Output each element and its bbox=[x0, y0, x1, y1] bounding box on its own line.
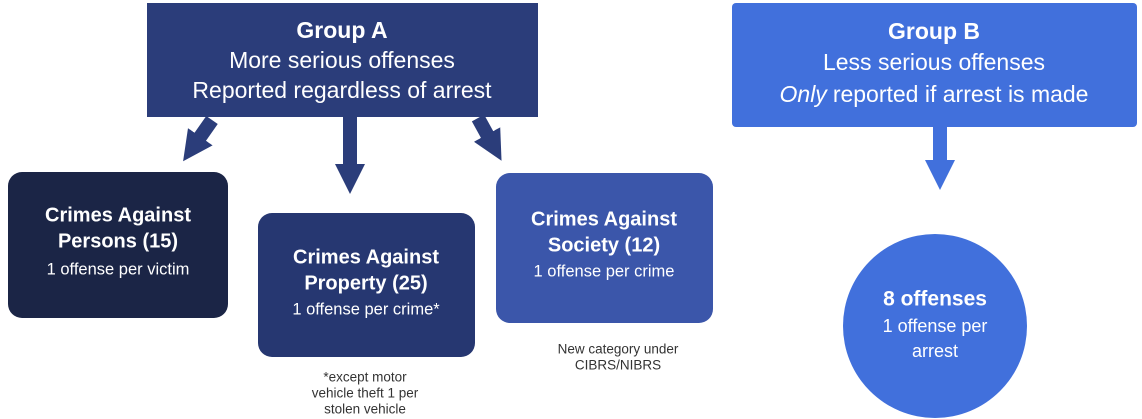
note: vehicle theft 1 per bbox=[312, 386, 419, 401]
group-b-line: Less serious offenses bbox=[823, 49, 1045, 75]
category-box bbox=[496, 173, 713, 323]
group-a-box bbox=[147, 3, 538, 117]
offenses-line: 1 offense per bbox=[883, 316, 988, 336]
category-title: Crimes Against bbox=[531, 208, 677, 230]
category-box bbox=[8, 172, 228, 318]
group-a-line: More serious offenses bbox=[229, 47, 455, 73]
category-title: Persons (15) bbox=[58, 230, 178, 252]
category-title: Crimes Against bbox=[45, 204, 191, 226]
text: reported if arrest is made bbox=[833, 81, 1089, 107]
offenses-circle bbox=[843, 234, 1027, 418]
category-description: 1 offense per victim bbox=[47, 260, 190, 278]
group-b-line: Only reported if arrest is made bbox=[780, 81, 1089, 107]
offenses-title: 8 offenses bbox=[883, 288, 987, 311]
offenses-line: arrest bbox=[912, 341, 958, 361]
group-a-title: Group A bbox=[296, 17, 387, 43]
category-box bbox=[258, 213, 475, 357]
group-b-box bbox=[732, 3, 1137, 127]
emphasis: Only bbox=[780, 81, 829, 107]
category-title: Property (25) bbox=[304, 272, 427, 294]
category-description: 1 offense per crime* bbox=[292, 300, 440, 318]
category-title: Society (12) bbox=[548, 234, 660, 256]
note: stolen vehicle bbox=[324, 402, 406, 417]
note: CIBRS/NIBRS bbox=[575, 358, 661, 373]
note: New category under bbox=[558, 342, 679, 357]
group-a-line: Reported regardless of arrest bbox=[192, 77, 492, 103]
category-title: Crimes Against bbox=[293, 246, 439, 268]
arrow bbox=[471, 114, 502, 161]
group-b-title: Group B bbox=[888, 18, 980, 44]
note: *except motor bbox=[323, 370, 407, 385]
category-description: 1 offense per crime bbox=[534, 262, 675, 280]
arrow bbox=[183, 115, 218, 162]
